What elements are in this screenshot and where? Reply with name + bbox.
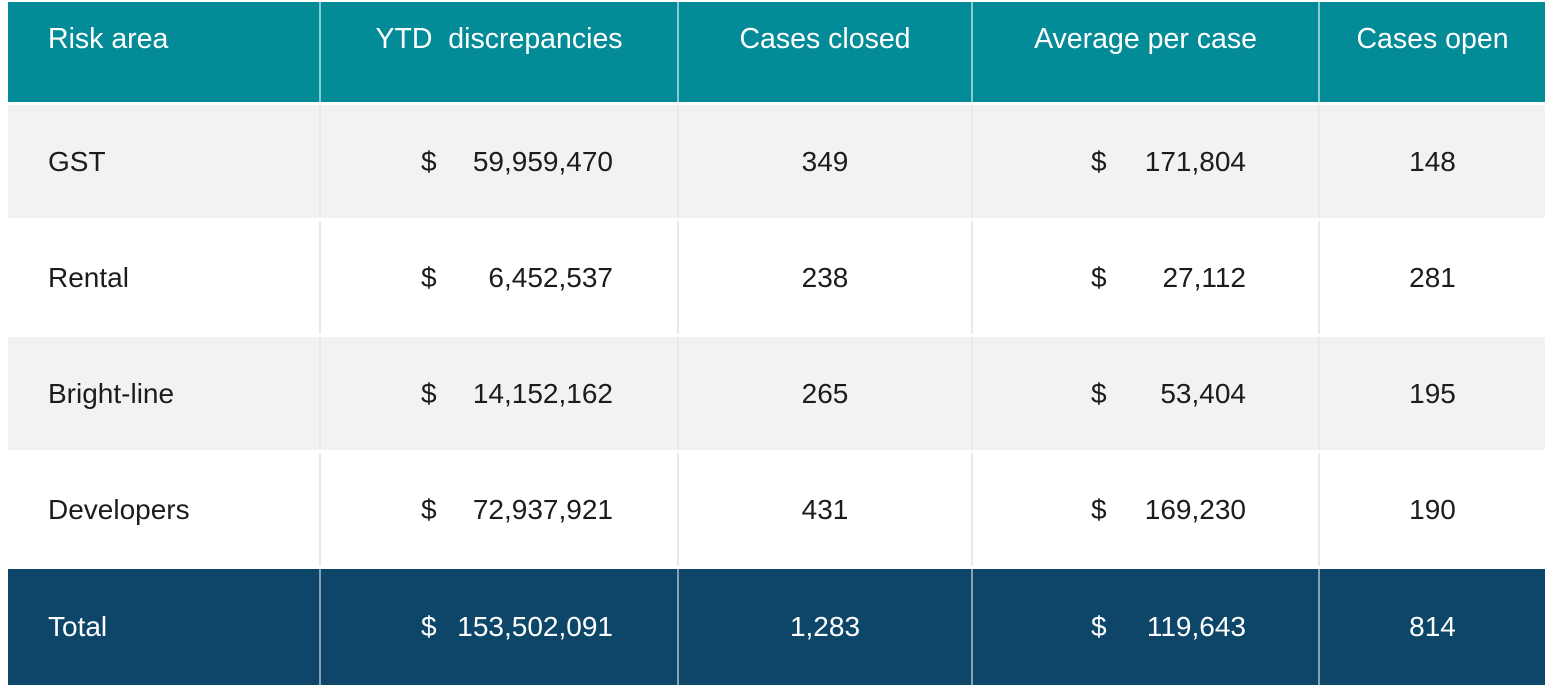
header-cell-ytd-discrepancies: YTD discrepancies xyxy=(321,2,679,102)
table-row-rental: Rental $ 6,452,537 238 $ 27,112 281 xyxy=(8,221,1545,334)
developers-ytd-discrepancies-cell: $ 72,937,921 xyxy=(321,453,679,566)
developers-ytd-discrepancies-value: 72,937,921 xyxy=(472,493,613,525)
table-row-developers: Developers $ 72,937,921 431 $ 169,230 19… xyxy=(8,453,1545,566)
bright-line-cases-closed-value: 265 xyxy=(679,337,973,450)
bright-line-ytd-discrepancies-value: 14,152,162 xyxy=(472,377,613,409)
gst-ytd-discrepancies-cell: $ 59,959,470 xyxy=(321,105,679,218)
table-row-total: Total $ 153,502,091 1,283 $ 119,643 814 xyxy=(8,569,1545,685)
developers-risk-area-label: Developers xyxy=(8,453,321,566)
header-row: Risk area YTD discrepancies Cases closed… xyxy=(8,2,1545,102)
bright-line-risk-area-label: Bright-line xyxy=(8,337,321,450)
rental-average-per-case-value: 27,112 xyxy=(1162,261,1246,293)
currency-symbol: $ xyxy=(421,493,437,525)
developers-average-per-case-value: 169,230 xyxy=(1144,493,1246,525)
total-cases-open-value: 814 xyxy=(1320,569,1545,685)
bright-line-cases-open-value: 195 xyxy=(1320,337,1545,450)
header-cell-cases-closed: Cases closed xyxy=(679,2,973,102)
gst-average-per-case-cell: $ 171,804 xyxy=(973,105,1320,218)
gst-risk-area-label: GST xyxy=(8,105,321,218)
total-cases-closed-value: 1,283 xyxy=(679,569,973,685)
table-header: Risk area YTD discrepancies Cases closed… xyxy=(8,2,1545,102)
total-average-per-case-cell: $ 119,643 xyxy=(973,569,1320,685)
currency-symbol: $ xyxy=(1091,611,1107,642)
currency-symbol: $ xyxy=(421,377,437,409)
currency-symbol: $ xyxy=(1091,261,1107,293)
developers-cases-open-value: 190 xyxy=(1320,453,1545,566)
rental-ytd-discrepancies-cell: $ 6,452,537 xyxy=(321,221,679,334)
total-label: Total xyxy=(8,569,321,685)
risk-area-compliance-table: Risk area YTD discrepancies Cases closed… xyxy=(8,0,1545,686)
gst-average-per-case-value: 171,804 xyxy=(1144,145,1246,177)
table-row-bright-line: Bright-line $ 14,152,162 265 $ 53,404 19… xyxy=(8,337,1545,450)
currency-symbol: $ xyxy=(421,145,437,177)
rental-cases-closed-value: 238 xyxy=(679,221,973,334)
rental-risk-area-label: Rental xyxy=(8,221,321,334)
header-cell-average-per-case: Average per case xyxy=(973,2,1320,102)
total-ytd-discrepancies-value: 153,502,091 xyxy=(457,611,613,642)
currency-symbol: $ xyxy=(421,261,437,293)
currency-symbol: $ xyxy=(1091,377,1107,409)
gst-ytd-discrepancies-value: 59,959,470 xyxy=(472,145,613,177)
bright-line-average-per-case-value: 53,404 xyxy=(1160,377,1246,409)
header-cell-cases-open: Cases open xyxy=(1320,2,1545,102)
gst-cases-closed-value: 349 xyxy=(679,105,973,218)
rental-ytd-discrepancies-value: 6,452,537 xyxy=(488,261,613,293)
bright-line-average-per-case-cell: $ 53,404 xyxy=(973,337,1320,450)
bright-line-ytd-discrepancies-cell: $ 14,152,162 xyxy=(321,337,679,450)
table-row-gst: GST $ 59,959,470 349 $ 171,804 148 xyxy=(8,105,1545,218)
currency-symbol: $ xyxy=(1091,493,1107,525)
currency-symbol: $ xyxy=(421,611,437,642)
currency-symbol: $ xyxy=(1091,145,1107,177)
total-average-per-case-value: 119,643 xyxy=(1146,611,1246,642)
developers-cases-closed-value: 431 xyxy=(679,453,973,566)
rental-cases-open-value: 281 xyxy=(1320,221,1545,334)
header-cell-risk-area: Risk area xyxy=(8,2,321,102)
total-ytd-discrepancies-cell: $ 153,502,091 xyxy=(321,569,679,685)
gst-cases-open-value: 148 xyxy=(1320,105,1545,218)
developers-average-per-case-cell: $ 169,230 xyxy=(973,453,1320,566)
rental-average-per-case-cell: $ 27,112 xyxy=(973,221,1320,334)
